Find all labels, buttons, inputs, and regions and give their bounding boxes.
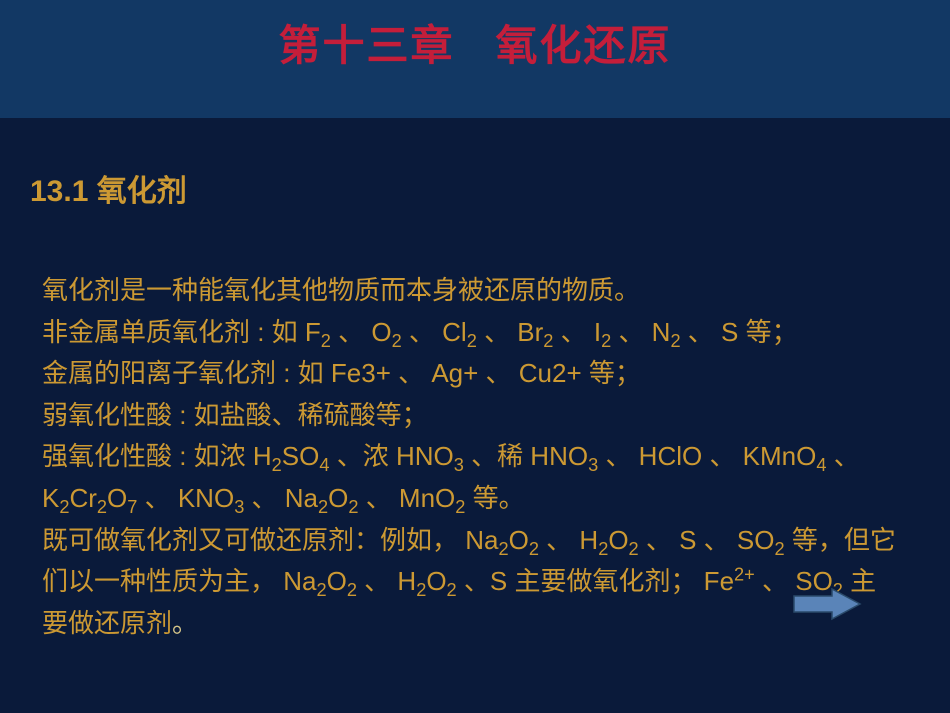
- arrow-right-icon: [792, 587, 862, 621]
- chapter-title: 第十三章 氧化还原: [278, 12, 671, 73]
- slide-header: 第十三章 氧化还原: [0, 0, 950, 118]
- section-heading: 13.1 氧化剂: [30, 166, 910, 210]
- body-text: 氧化剂是一种能氧化其他物质而本身被还原的物质。非金属单质氧化剂 : 如 F2 、…: [30, 270, 910, 644]
- next-arrow[interactable]: [792, 587, 862, 621]
- slide-content: 13.1 氧化剂 氧化剂是一种能氧化其他物质而本身被还原的物质。非金属单质氧化剂…: [0, 118, 950, 644]
